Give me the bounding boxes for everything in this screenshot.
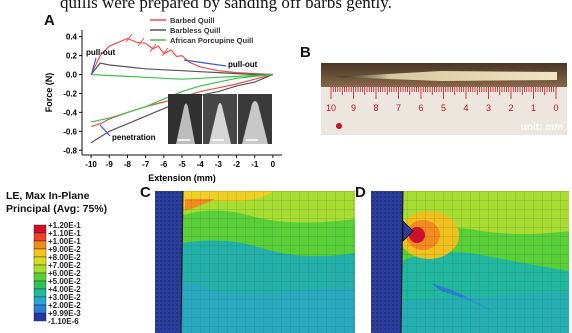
legend-value-label: +1.20E-1: [48, 221, 81, 230]
arrow-pull-out-right: [183, 59, 227, 67]
quill-edge-d: [400, 191, 404, 333]
ruler-number: 3: [486, 103, 491, 113]
y-tick-label: -0.6: [63, 127, 77, 136]
x-tick-label: -6: [160, 160, 168, 169]
legend-color-bin: [33, 264, 47, 274]
barb-marker-arrow: [149, 43, 157, 53]
series-line-barbed-quill: [90, 37, 274, 128]
fea-legend-title-line2: Principal (Avg: 75%): [6, 203, 108, 215]
ruler-number: 4: [463, 103, 468, 113]
legend-color-bin: [33, 304, 47, 314]
legend-value-label: +5.00E-2: [48, 277, 81, 286]
x-tick-label: -8: [124, 160, 132, 169]
x-tick-label: -9: [106, 160, 114, 169]
legend-color-bin: [33, 232, 47, 242]
fea-legend-title: LE, Max In-Plane Principal (Avg: 75%): [6, 190, 107, 216]
y-tick-label: 0.4: [66, 33, 78, 42]
ruler-unit-label: unit: mm: [521, 122, 563, 133]
legend-color-bin: [33, 288, 47, 298]
legend-value-label: +1.00E-1: [48, 237, 81, 246]
force-extension-chart: 0.40.20.0-0.2-0.4-0.6-0.8-10 -9 -8 -7 -6 -5 -4…: [44, 16, 282, 183]
x-tick-label: -10: [85, 160, 97, 169]
x-tick-label: -4: [197, 160, 205, 169]
arrow-penetration: [99, 124, 111, 137]
y-axis-label: Force (N): [44, 73, 54, 113]
x-tick-label: -2: [233, 160, 241, 169]
ruler-number: 2: [508, 103, 513, 113]
quill: [335, 71, 557, 81]
barb-marker-arrow: [161, 47, 169, 57]
legend-color-bin: [33, 280, 47, 290]
y-tick-label: 0.0: [66, 71, 78, 80]
legend-color-bin: [33, 312, 47, 322]
y-tick-label: 0.2: [66, 52, 78, 61]
legend-value-label: +9.99E-3: [48, 309, 81, 318]
ruler: [321, 87, 567, 135]
legend-value-label: +9.00E-2: [48, 245, 81, 254]
fea-color-legend: +1.20E-1+1.10E-1+1.00E-1+9.00E-2+8.00E-2…: [33, 221, 81, 326]
ruler-number: 0: [553, 103, 558, 113]
legend-color-bin: [33, 248, 47, 258]
ruler-number: 8: [373, 103, 378, 113]
arrow-pull-out-left: [91, 57, 97, 73]
fea-legend-title-line1: LE, Max In-Plane: [6, 190, 90, 202]
legend-value-label: -1.10E-6: [48, 317, 79, 326]
legend-entry: African Porcupine Quill: [170, 36, 253, 45]
panel-label-b: B: [300, 44, 311, 61]
quill-ruler-photo: 10 9 8 7 6 5 4 3 2 1 0 unit: mm: [321, 63, 567, 135]
x-tick-label: -5: [178, 160, 186, 169]
mesh-grid: [155, 191, 355, 333]
legend-color-bin: [33, 272, 47, 282]
mesh-grid-d: [371, 191, 569, 333]
series-line-african-porcupine-quill: [90, 73, 273, 123]
sem-inset: [168, 94, 272, 144]
legend-entry: Barbless Quill: [170, 26, 220, 35]
ruler-marker: [336, 123, 342, 129]
legend-value-label: +7.00E-2: [48, 261, 81, 270]
annotation-pull-out-left: pull-out: [86, 48, 116, 57]
x-tick-label: -7: [142, 160, 150, 169]
ruler-number: 10: [326, 103, 336, 113]
annotation-pull-out-right: pull-out: [228, 60, 258, 69]
y-tick-label: -0.4: [63, 108, 77, 117]
legend-color-bin: [33, 256, 47, 266]
legend-value-label: +8.00E-2: [48, 253, 81, 262]
legend-color-bin: [33, 240, 47, 250]
sem-quill-tip-1: [176, 103, 195, 144]
legend-value-label: +6.00E-2: [48, 269, 81, 278]
quill-barb-d: [402, 220, 414, 242]
y-tick-label: -0.2: [63, 89, 77, 98]
annotation-penetration: penetration: [112, 133, 156, 142]
legend-color-bin: [33, 224, 47, 234]
quill-body-d: [371, 191, 403, 333]
x-tick-label: -3: [215, 160, 223, 169]
fea-mesh-barbless: [155, 191, 355, 333]
y-tick-label: -0.8: [63, 146, 77, 155]
quill-edge-c: [180, 191, 184, 333]
sem-quill-tip-3: [242, 101, 268, 144]
ruler-number: 6: [418, 103, 423, 113]
figure-caption: quills were prepared by sanding off barb…: [60, 0, 392, 12]
legend-entry: Barbed Quill: [170, 16, 215, 25]
ruler-number: 5: [441, 103, 446, 113]
barb-marker-arrow: [137, 37, 145, 47]
x-axis-label: Extension (mm): [148, 173, 216, 183]
ruler-number: 9: [351, 103, 356, 113]
panel-label-d: D: [355, 184, 366, 201]
legend-value-label: +2.00E-2: [48, 301, 81, 310]
quill-body-c: [155, 191, 183, 333]
sem-quill-tip-2: [209, 103, 231, 144]
x-tick-label: 0: [271, 160, 276, 169]
legend-color-bin: [33, 296, 47, 306]
panel-label-a: A: [44, 12, 55, 29]
legend-value-label: +4.00E-2: [48, 285, 81, 294]
ruler-number: 7: [396, 103, 401, 113]
panel-label-c: C: [140, 184, 151, 201]
fea-mesh-barbed: [371, 191, 569, 333]
barb-marker-arrow: [125, 33, 133, 43]
x-tick-label: -1: [251, 160, 259, 169]
ruler-number: 1: [531, 103, 536, 113]
legend-value-label: +3.00E-2: [48, 293, 81, 302]
legend-value-label: +1.10E-1: [48, 229, 81, 238]
